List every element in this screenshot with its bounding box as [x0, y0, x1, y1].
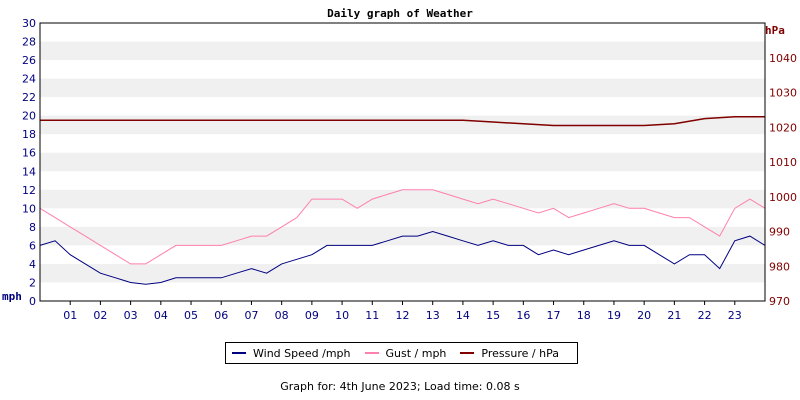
gust-line — [39, 189, 766, 265]
left-tick-label: 0 — [29, 295, 36, 308]
legend-item-gust: Gust / mph — [364, 346, 447, 360]
left-tick-label: 20 — [22, 110, 36, 123]
right-tick-label: 1030 — [769, 87, 797, 100]
x-tick-label: 10 — [335, 309, 349, 322]
legend-item-wind: Wind Speed /mph — [232, 347, 351, 360]
left-tick-label: 6 — [29, 239, 36, 252]
right-tick-label: 990 — [769, 226, 790, 239]
plot-border — [39, 22, 766, 302]
legend-item-pressure: Pressure / hPa — [460, 347, 559, 360]
x-tick-label: 17 — [547, 309, 561, 322]
grid-band — [40, 263, 765, 283]
grid-band — [40, 41, 765, 61]
grid-band — [40, 78, 765, 98]
x-tick-label: 19 — [607, 309, 621, 322]
left-tick-label: 30 — [22, 17, 36, 30]
x-tick-label: 02 — [93, 309, 107, 322]
pressure-line — [40, 116, 765, 127]
wind-speed-line — [39, 230, 766, 285]
left-tick-label: 24 — [22, 73, 36, 86]
legend-swatch-pressure — [460, 352, 475, 354]
left-tick-label: 4 — [29, 258, 36, 271]
left-tick-label: 28 — [22, 36, 36, 49]
left-tick-label: 22 — [22, 91, 36, 104]
right-tick-label: 970 — [769, 295, 790, 308]
left-tick-label: 2 — [29, 276, 36, 289]
legend-swatch-wind — [232, 352, 246, 354]
x-tick-label: 03 — [124, 309, 138, 322]
left-axis-label: mph — [2, 290, 22, 303]
right-axis-ticks: 970 980 990 1000 1010 1020 1030 1040 — [769, 52, 797, 308]
x-tick-label: 01 — [63, 309, 77, 322]
x-tick-label: 21 — [667, 309, 681, 322]
right-tick-label: 980 — [769, 260, 790, 273]
series-lines — [39, 116, 766, 285]
grid-band — [40, 189, 765, 209]
x-tick-label: 14 — [456, 309, 470, 322]
right-axis-label: hPa — [765, 24, 785, 37]
footer-status: Graph for: 4th June 2023; Load time: 0.0… — [280, 380, 520, 393]
legend-label-wind: Wind Speed /mph — [253, 346, 351, 360]
chart-title: Daily graph of Weather — [327, 7, 473, 20]
right-tick-label: 1000 — [769, 191, 797, 204]
x-tick-label: 22 — [698, 309, 712, 322]
legend-swatch-gust — [364, 352, 379, 354]
x-tick-label: 20 — [637, 309, 651, 322]
x-tick-label: 04 — [154, 309, 168, 322]
legend: Wind Speed /mph Gust / mph Pressure / hP… — [225, 342, 578, 364]
left-tick-label: 8 — [29, 221, 36, 234]
right-tick-label: 1020 — [769, 121, 797, 134]
x-tick-label: 15 — [486, 309, 500, 322]
x-tick-label: 13 — [426, 309, 440, 322]
left-tick-label: 16 — [22, 147, 36, 160]
x-tick-label: 06 — [214, 309, 228, 322]
right-tick-label: 1040 — [769, 52, 797, 65]
x-tick-label: 12 — [396, 309, 410, 322]
x-tick-label: 11 — [365, 309, 379, 322]
x-axis-ticks: 01 02 03 04 05 06 07 08 09 10 11 12 13 14 15 16 17 18 19 20… — [63, 301, 742, 322]
legend-label-pressure: Pressure / hPa — [481, 346, 559, 360]
right-tick-label: 1010 — [769, 156, 797, 169]
left-tick-label: 26 — [22, 54, 36, 67]
grid-band — [40, 152, 765, 172]
x-tick-label: 05 — [184, 309, 198, 322]
x-tick-label: 18 — [577, 309, 591, 322]
legend-label-gust: Gust / mph — [385, 346, 447, 360]
x-tick-label: 07 — [244, 309, 258, 322]
x-tick-label: 09 — [305, 309, 319, 322]
left-tick-label: 10 — [22, 202, 36, 215]
x-tick-label: 08 — [275, 309, 289, 322]
x-tick-label: 23 — [728, 309, 742, 322]
left-tick-label: 14 — [22, 165, 36, 178]
left-tick-label: 18 — [22, 128, 36, 141]
grid-bands — [40, 41, 765, 283]
left-tick-label: 12 — [22, 184, 36, 197]
x-tick-label: 16 — [516, 309, 530, 322]
